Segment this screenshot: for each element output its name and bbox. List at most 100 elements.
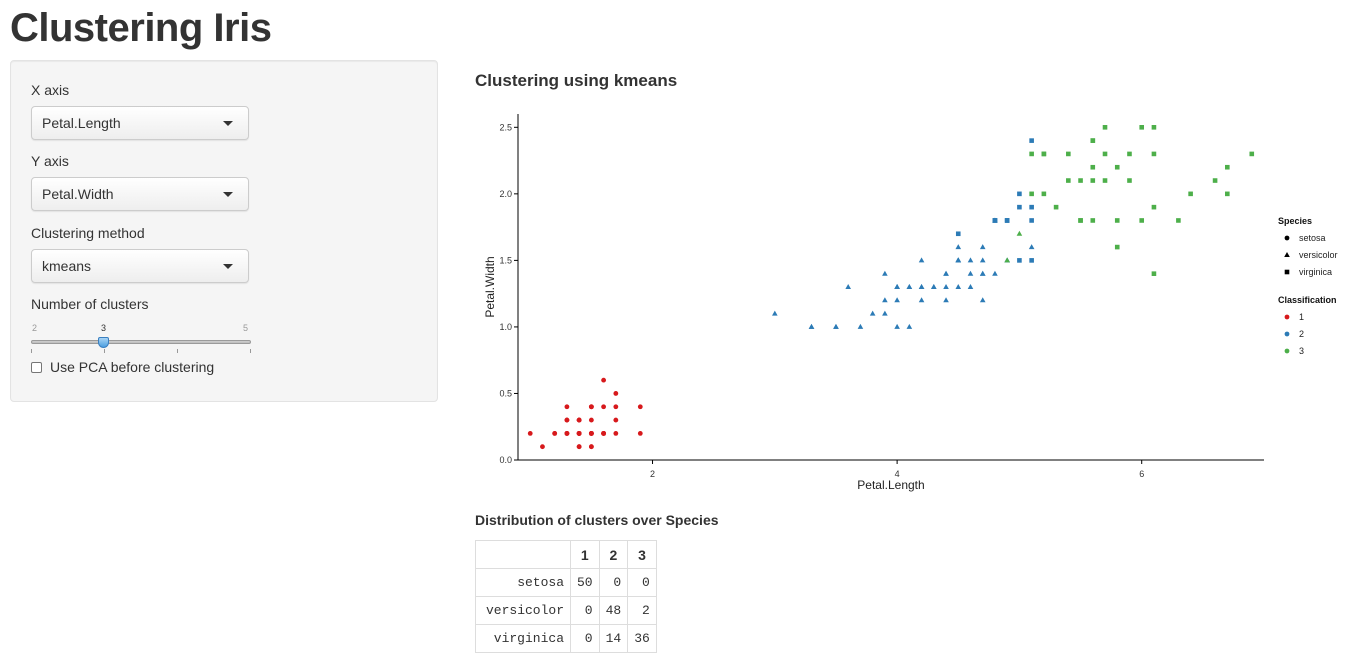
data-point [955,244,962,250]
data-point [1249,151,1255,157]
data-point [955,231,961,237]
data-point [894,284,900,289]
data-point [1017,191,1022,197]
legend-key [1284,348,1290,354]
data-point [882,270,888,276]
data-point [979,257,986,263]
data-point [1102,178,1108,183]
data-point [906,284,913,289]
data-point [894,323,900,329]
y-tick-label: 0.5 [499,388,512,398]
data-point [1004,257,1010,263]
data-point [564,430,570,436]
column-header: 2 [598,540,629,569]
data-point [1151,204,1157,210]
table-cell: 50 [570,568,600,597]
data-point [931,284,937,289]
data-point [1028,244,1035,250]
legend-label: 3 [1299,346,1304,356]
column-header: 3 [627,540,657,569]
data-point [1212,178,1218,183]
y-axis-title: Petal.Width [483,256,497,317]
table-cell: 36 [627,624,657,653]
data-point [1041,151,1047,157]
pca-checkbox[interactable] [31,362,42,373]
data-point [1004,218,1010,223]
data-point [1066,151,1071,157]
data-point [1188,191,1193,197]
data-point [1127,151,1132,157]
data-point [906,323,913,329]
row-name: versicolor [475,596,571,625]
table-row: setosa 50 0 0 [475,568,657,597]
method-select[interactable]: kmeans [31,249,249,283]
slider-tick [250,349,251,353]
x-axis-title: Petal.Length [857,478,924,492]
data-point [943,284,949,289]
legend-key [1284,252,1290,257]
table-cell: 14 [598,624,629,653]
x-axis-select[interactable]: Petal.Length [31,106,249,140]
data-point [1102,125,1108,130]
data-point [637,430,643,436]
data-point [992,218,998,223]
slider-tick [104,349,105,353]
data-point [1114,218,1120,223]
data-point [979,270,986,276]
data-point [601,430,607,436]
table-row: virginica 0 14 36 [475,624,657,653]
data-point [588,430,594,436]
data-point [1029,138,1034,143]
data-point [808,323,815,329]
data-point [1029,204,1034,210]
data-point [1225,191,1230,197]
data-point [992,270,998,276]
data-point [1090,218,1096,223]
chevron-down-icon [223,121,233,126]
x-tick-label: 2 [650,469,655,479]
legend-title: Species [1278,216,1312,226]
data-point [1029,191,1034,197]
method-label: Clustering method [31,225,145,241]
y-axis-select[interactable]: Petal.Width [31,177,249,211]
slider-value-label: 3 [101,323,107,333]
pca-checkbox-label[interactable]: Use PCA before clustering [50,359,215,375]
data-point [979,244,986,250]
distribution-title: Distribution of clusters over Species [475,512,719,528]
legend-key [1284,235,1290,241]
data-point [1090,178,1096,183]
data-point [1151,271,1157,276]
data-point [1151,125,1157,130]
table-cell: 0 [598,568,629,597]
slider-handle[interactable] [98,337,109,348]
slider-tick [177,349,178,353]
app-title: Clustering Iris [10,6,272,50]
data-point [1029,258,1034,263]
data-point [943,297,949,303]
column-header: 1 [570,540,600,569]
slider-track[interactable] [31,340,251,344]
slider-max-label: 5 [243,323,249,333]
x-tick-label: 4 [895,469,900,479]
data-point [833,323,839,329]
data-point [588,404,594,410]
legend-key [1284,331,1290,337]
data-point [955,257,962,263]
data-point [1114,164,1120,170]
data-point [772,310,778,316]
data-point [857,323,864,329]
y-tick-label: 1.0 [499,322,512,332]
chevron-down-icon [223,192,233,197]
data-point [613,430,619,436]
data-point [1127,178,1132,183]
data-point [1102,151,1108,157]
data-point [869,310,876,316]
data-point [918,257,925,263]
data-point [1017,204,1022,210]
data-point [882,297,888,303]
clusters-slider[interactable]: 2 3 5 [31,323,251,353]
data-point [576,430,582,436]
chevron-down-icon [223,264,233,269]
y-axis-value: Petal.Width [42,186,114,202]
data-point [1139,218,1145,223]
